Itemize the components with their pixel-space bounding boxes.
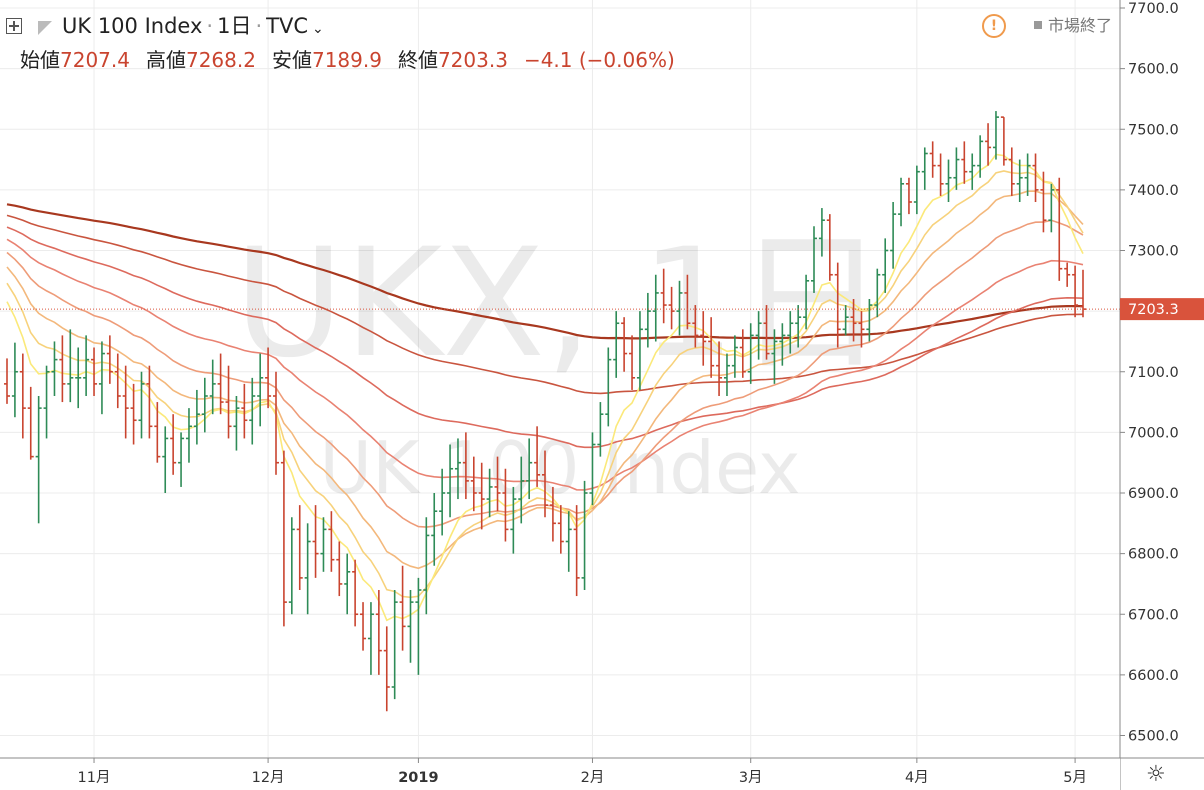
ema-line-89	[6, 226, 1084, 449]
x-tick-label: 12月	[252, 770, 285, 786]
close-label: 終値	[397, 48, 438, 72]
y-tick-label: 7100.0	[1128, 365, 1179, 381]
status-dot-icon	[1033, 21, 1042, 29]
settings-gear-icon[interactable]: ☼	[1146, 762, 1166, 787]
x-axis-panel[interactable]	[0, 758, 1120, 790]
x-tick-label: 2月	[581, 770, 605, 786]
x-tick-label: 3月	[739, 770, 763, 786]
change-value: −4.1 (−0.06%)	[523, 48, 675, 72]
y-tick-label: 6600.0	[1128, 668, 1179, 684]
y-tick-label: 7300.0	[1128, 244, 1179, 260]
expand-icon[interactable]	[6, 18, 22, 34]
y-tick-label: 6500.0	[1128, 729, 1179, 745]
ohlc-legend: 始値7207.4 高値7268.2 安値7189.9 終値7203.3 −4.1 (−0…	[20, 44, 691, 73]
watermark-name: UK 100 Index	[319, 426, 800, 510]
watermark-symbol: UKX, 1日	[234, 217, 886, 391]
market-status: 市場終了	[1033, 12, 1112, 36]
ema-line-233	[6, 203, 1083, 340]
open-value: 7207.4	[60, 48, 130, 72]
y-tick-label: 7500.0	[1128, 122, 1179, 138]
high-label: 高値	[145, 48, 186, 72]
low-value: 7189.9	[311, 48, 382, 72]
chart-header: UK 100 Index · 1日 · TVC ⌄	[6, 10, 324, 40]
y-axis-panel[interactable]	[1120, 0, 1204, 790]
market-status-text: 市場終了	[1047, 16, 1112, 35]
x-tick-label: 5月	[1063, 770, 1087, 786]
y-tick-label: 7000.0	[1128, 425, 1179, 441]
flag-icon	[38, 21, 52, 35]
x-tick-label: 4月	[905, 770, 929, 786]
source-label[interactable]: TVC	[266, 14, 308, 38]
y-tick-label: 6900.0	[1128, 486, 1179, 502]
y-tick-label: 7400.0	[1128, 183, 1179, 199]
open-label: 始値	[20, 48, 60, 72]
last-price-tag	[1120, 298, 1204, 321]
ema-line-144	[6, 214, 1084, 395]
x-tick-label: 2019	[398, 770, 438, 786]
high-value: 7268.2	[185, 48, 256, 72]
y-tick-label: 6700.0	[1128, 607, 1179, 623]
y-tick-label: 7600.0	[1128, 62, 1179, 78]
low-label: 安値	[271, 48, 312, 72]
alert-icon[interactable]: !	[982, 14, 1006, 38]
close-value: 7203.3	[437, 48, 508, 72]
y-tick-label: 6800.0	[1128, 547, 1179, 563]
y-tick-label: 7700.0	[1128, 1, 1179, 17]
last-price-label: 7203.3	[1128, 302, 1179, 318]
interval-label[interactable]: 1日	[217, 14, 252, 38]
symbol-name[interactable]: UK 100 Index	[62, 14, 203, 38]
chevron-down-icon[interactable]: ⌄	[312, 21, 324, 37]
x-tick-label: 11月	[78, 770, 111, 786]
